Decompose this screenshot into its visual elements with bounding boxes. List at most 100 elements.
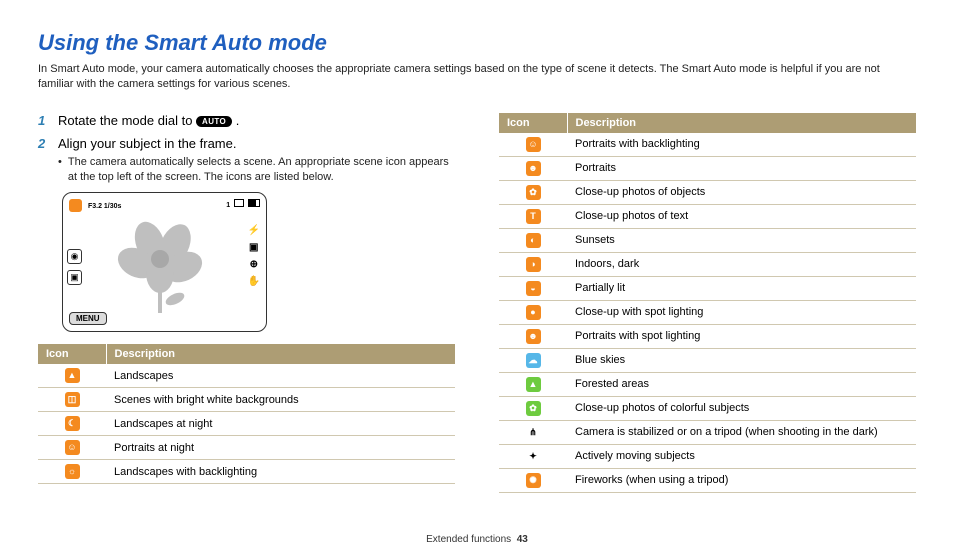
table-row: ☾ Landscapes at night <box>38 412 455 436</box>
left-column: 1 Rotate the mode dial to AUTO . 2 Align… <box>38 113 455 493</box>
table-row: ▲ Forested areas <box>499 372 916 396</box>
description-cell: Close-up photos of objects <box>567 180 916 204</box>
step-body: Rotate the mode dial to AUTO . <box>58 113 455 128</box>
camera-lcd-illustration: F3.2 1/30s 1 ◉ ▣ ⚡ ▣ ⊕ ✋ <box>62 192 267 332</box>
bullet-dot-icon: • <box>58 155 62 185</box>
scene-icon: ✦ <box>526 449 541 464</box>
icon-cell: ☻ <box>499 156 567 180</box>
scene-icon: ✺ <box>526 473 541 488</box>
table-row: ◫ Scenes with bright white backgrounds <box>38 388 455 412</box>
description-cell: Portraits with spot lighting <box>567 324 916 348</box>
flower-illustration-icon <box>105 215 215 315</box>
icon-table-left: IconDescription ▲ Landscapes ◫ Scenes with … <box>38 344 455 484</box>
flash-icon: ⚡ <box>248 225 260 236</box>
step-text: Align your subject in the frame. <box>58 136 236 151</box>
table-row: ✺ Fireworks (when using a tripod) <box>499 468 916 492</box>
icon-cell: ☺ <box>38 436 106 460</box>
scene-icon: ☼ <box>65 464 80 479</box>
description-cell: Portraits at night <box>106 436 455 460</box>
table-row: ☁Blue skies <box>499 348 916 372</box>
card-icon <box>234 199 244 207</box>
table-header-icon: Icon <box>499 113 567 133</box>
icon-cell: ● <box>499 300 567 324</box>
scene-icon: ◐ <box>526 233 541 248</box>
af-icon: ▣ <box>248 242 260 253</box>
scene-icon: ◫ <box>65 392 80 407</box>
table-header-row: IconDescription <box>38 344 455 364</box>
scene-icon: ⋔ <box>526 425 541 440</box>
table-row: ▲ Landscapes <box>38 364 455 388</box>
exposure-meta: F3.2 1/30s <box>88 203 121 210</box>
left-mode-icon: ▣ <box>67 270 82 285</box>
description-cell: Scenes with bright white backgrounds <box>106 388 455 412</box>
scene-icon: ☻ <box>526 329 541 344</box>
two-column-layout: 1 Rotate the mode dial to AUTO . 2 Align… <box>38 113 916 493</box>
bullet-text: The camera automatically selects a scene… <box>68 155 455 185</box>
scene-icon: ✿ <box>526 185 541 200</box>
description-cell: Portraits with backlighting <box>567 133 916 157</box>
counter-icon: 1 <box>226 202 230 209</box>
description-cell: Fireworks (when using a tripod) <box>567 468 916 492</box>
scene-icon: ✿ <box>526 401 541 416</box>
scene-icon: ☺ <box>526 137 541 152</box>
step-text: Rotate the mode dial to <box>58 113 196 128</box>
table-row: ⋔ Camera is stabilized or on a tripod (wh… <box>499 420 916 444</box>
table-row: ◒ Partially lit <box>499 276 916 300</box>
icon-cell: ☺ <box>499 133 567 157</box>
description-cell: Camera is stabilized or on a tripod (whe… <box>567 420 916 444</box>
table-row: T Close-up photos of text <box>499 204 916 228</box>
icon-table-right: IconDescription ☺ Portraits with backligh… <box>499 113 916 493</box>
icon-cell: ☾ <box>38 412 106 436</box>
scene-icon <box>69 199 82 212</box>
left-mode-icon: ◉ <box>67 249 82 264</box>
icon-cell: ☼ <box>38 460 106 484</box>
description-cell: Portraits <box>567 156 916 180</box>
table-row: ◑Indoors, dark <box>499 252 916 276</box>
table-row: ✦ Actively moving subjects <box>499 444 916 468</box>
icon-cell: ✺ <box>499 468 567 492</box>
table-row: ● Close-up with spot lighting <box>499 300 916 324</box>
description-cell: Blue skies <box>567 348 916 372</box>
description-cell: Indoors, dark <box>567 252 916 276</box>
footer-section: Extended functions <box>426 534 511 545</box>
description-cell: Close-up with spot lighting <box>567 300 916 324</box>
table-row: ✿ Close-up photos of colorful subjects <box>499 396 916 420</box>
footer-page-number: 43 <box>517 534 528 545</box>
icon-cell: ◐ <box>499 228 567 252</box>
step-number: 1 <box>38 113 48 128</box>
scene-icon: ▲ <box>65 368 80 383</box>
icon-cell: ✿ <box>499 396 567 420</box>
icon-cell: ⋔ <box>499 420 567 444</box>
icon-cell: ✦ <box>499 444 567 468</box>
table-row: ☻ Portraits <box>499 156 916 180</box>
description-cell: Actively moving subjects <box>567 444 916 468</box>
table-row: ☺ Portraits with backlighting <box>499 133 916 157</box>
scene-icon: ▲ <box>526 377 541 392</box>
icon-cell: ◑ <box>499 252 567 276</box>
scene-icon: T <box>526 209 541 224</box>
description-cell: Forested areas <box>567 372 916 396</box>
description-cell: Partially lit <box>567 276 916 300</box>
description-cell: Sunsets <box>567 228 916 252</box>
page-footer: Extended functions 43 <box>0 534 954 545</box>
table-row: ☻ Portraits with spot lighting <box>499 324 916 348</box>
intro-text: In Smart Auto mode, your camera automati… <box>38 62 916 93</box>
scene-icon: ● <box>526 305 541 320</box>
description-cell: Landscapes at night <box>106 412 455 436</box>
description-cell: Close-up photos of text <box>567 204 916 228</box>
scene-icon: ☾ <box>65 416 80 431</box>
table-row: ☺Portraits at night <box>38 436 455 460</box>
table-header-icon: Icon <box>38 344 106 364</box>
table-row: ◐ Sunsets <box>499 228 916 252</box>
icon-cell: ◒ <box>499 276 567 300</box>
scene-icon: ◒ <box>526 281 541 296</box>
icon-cell: ◫ <box>38 388 106 412</box>
scene-icon: ☻ <box>526 161 541 176</box>
step-text-after: . <box>236 113 240 128</box>
step-2: 2 Align your subject in the frame. • The… <box>38 136 455 185</box>
menu-button: MENU <box>69 312 107 325</box>
description-cell: Close-up photos of colorful subjects <box>567 396 916 420</box>
icon-cell: ✿ <box>499 180 567 204</box>
table-header-row: IconDescription <box>499 113 916 133</box>
description-cell: Landscapes <box>106 364 455 388</box>
